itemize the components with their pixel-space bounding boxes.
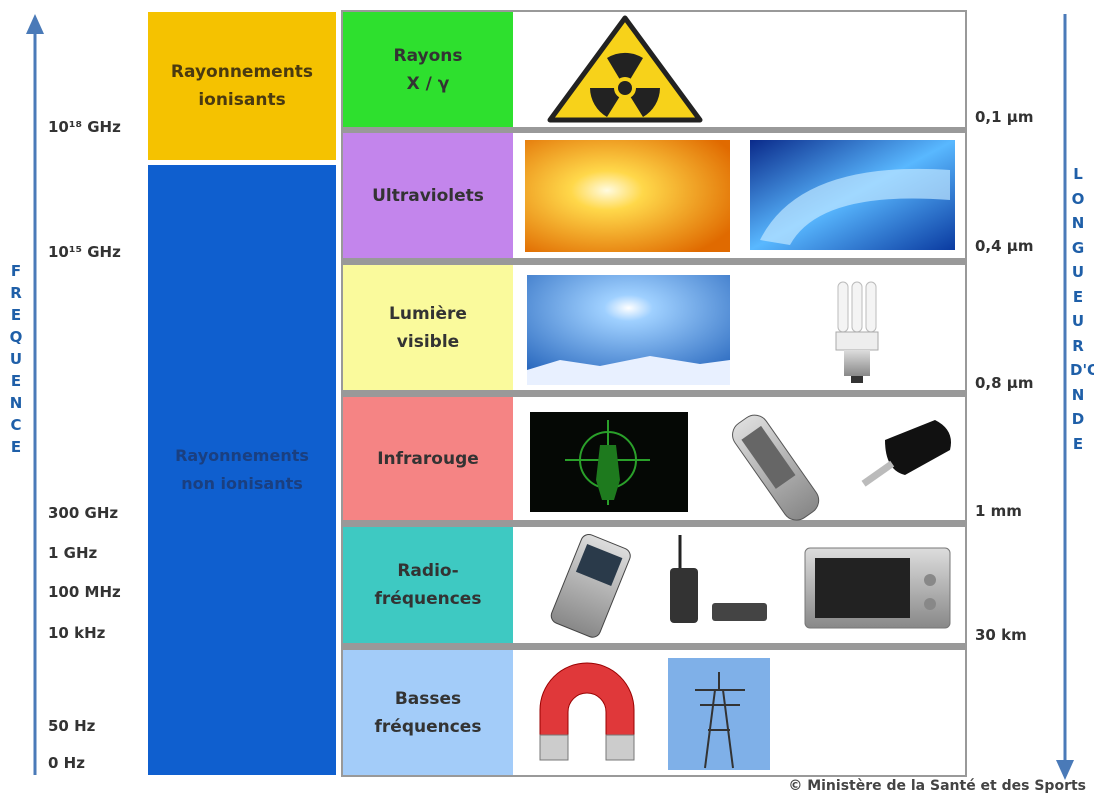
wavelength-tick: 30 km xyxy=(975,626,1027,644)
frequency-tick: 50 Hz xyxy=(48,717,95,735)
group-label: Rayonnements non ionisants xyxy=(157,442,327,498)
wavelength-tick: 1 mm xyxy=(975,502,1022,520)
group-cell: Rayonnements ionisants xyxy=(148,12,336,160)
frequency-arrow xyxy=(26,14,44,775)
wavelength-tick: 0,8 µm xyxy=(975,374,1033,392)
wavelength-axis-label: LONGUEUR D'ONDE xyxy=(1070,162,1086,456)
frequency-tick: 10¹⁵ GHz xyxy=(48,243,121,261)
page: Rayonnements ionisants Rayonnements non … xyxy=(0,0,1094,802)
band-label: Infrarouge xyxy=(358,445,498,473)
band-label: Basses fréquences xyxy=(363,685,493,741)
frequency-axis-label: FREQUENCE xyxy=(8,260,24,458)
band-label: Radio-fréquences xyxy=(373,557,483,613)
frequency-tick: 1 GHz xyxy=(48,544,97,562)
credit: © Ministère de la Santé et des Sports xyxy=(788,778,1086,794)
group-cell: Rayonnements non ionisants xyxy=(148,165,336,775)
band-cell: Rayons X / γ xyxy=(343,12,513,127)
band-cell: Ultraviolets xyxy=(343,133,513,258)
frequency-tick: 300 GHz xyxy=(48,504,118,522)
frequency-tick: 10¹⁸ GHz xyxy=(48,118,121,136)
wavelength-tick: 0,1 µm xyxy=(975,108,1033,126)
wavelength-tick: 0,4 µm xyxy=(975,237,1033,255)
band-label: Rayons X / γ xyxy=(388,42,468,98)
band-cell: Lumière visible xyxy=(343,265,513,390)
frequency-tick: 10 kHz xyxy=(48,624,105,642)
band-cell: Infrarouge xyxy=(343,397,513,520)
band-label: Lumière visible xyxy=(378,300,478,356)
band-cell: Basses fréquences xyxy=(343,650,513,775)
group-label: Rayonnements ionisants xyxy=(167,58,317,114)
band-label: Ultraviolets xyxy=(358,182,498,210)
frequency-tick: 100 MHz xyxy=(48,583,121,601)
frequency-tick: 0 Hz xyxy=(48,754,85,772)
band-cell: Radio-fréquences xyxy=(343,527,513,643)
